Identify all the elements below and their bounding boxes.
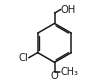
Text: O: O — [51, 71, 58, 81]
Text: OH: OH — [61, 5, 76, 15]
Text: Cl: Cl — [19, 53, 28, 63]
Text: CH₃: CH₃ — [61, 67, 79, 77]
